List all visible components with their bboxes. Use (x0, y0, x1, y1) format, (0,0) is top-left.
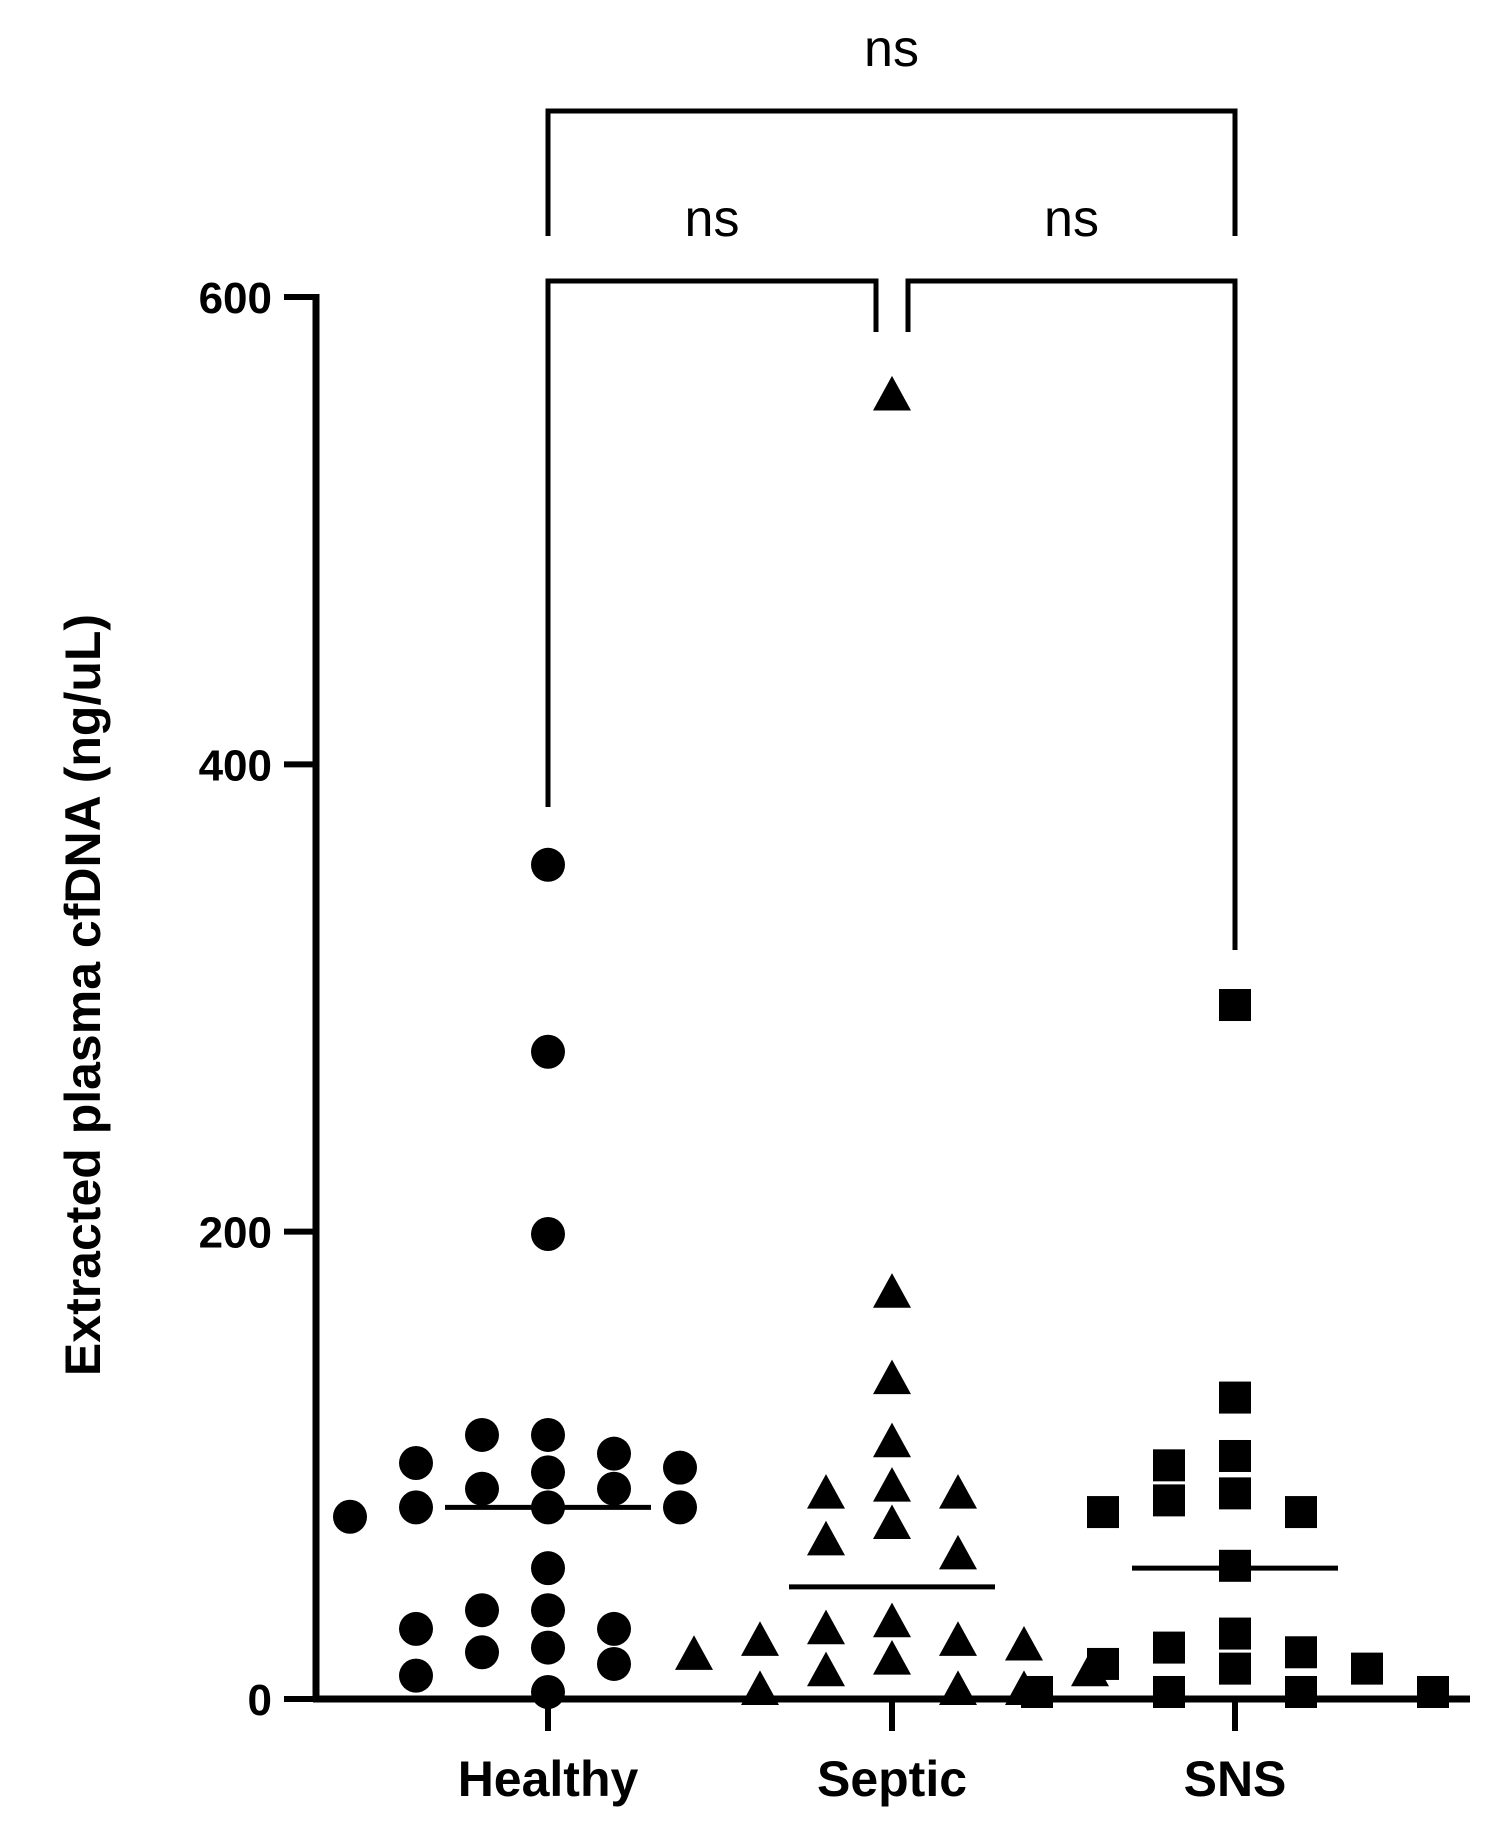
significance-bracket (545, 108, 1238, 236)
significance-label: ns (1044, 190, 1099, 248)
data-point-triangle (1005, 1625, 1043, 1661)
data-point-circle (597, 1436, 631, 1471)
data-point-circle (597, 1471, 631, 1506)
data-point-circle (531, 847, 565, 882)
data-point-circle (399, 1611, 433, 1646)
data-point-circle (597, 1611, 631, 1646)
data-point-triangle (873, 1504, 911, 1540)
data-point-square (1219, 1477, 1251, 1510)
y-tick-label: 200 (199, 1209, 272, 1258)
x-tick-label: Septic (817, 1751, 967, 1807)
data-point-square (1219, 1439, 1251, 1472)
data-point-circle (597, 1646, 631, 1681)
data-point-triangle (939, 1621, 977, 1656)
data-point-triangle (873, 375, 911, 411)
data-point-circle (531, 1034, 565, 1069)
data-point-circle (663, 1490, 697, 1525)
data-point-square (1351, 1652, 1383, 1685)
y-tick-label: 400 (199, 741, 272, 790)
data-point-square (1219, 1381, 1251, 1414)
data-point-square (1219, 1549, 1251, 1582)
x-tick-label: Healthy (458, 1751, 639, 1807)
y-tick-label: 0 (248, 1676, 272, 1725)
data-points (333, 375, 1449, 1709)
data-point-circle (531, 1217, 565, 1252)
x-tick-label: SNS (1184, 1751, 1287, 1807)
data-point-square (1153, 1449, 1185, 1482)
data-point-circle (399, 1490, 433, 1525)
data-point-circle (465, 1417, 499, 1452)
data-point-circle (531, 1490, 565, 1525)
y-tick-label: 600 (199, 274, 272, 323)
data-point-square (1219, 1617, 1251, 1650)
significance-bracket (905, 278, 1238, 950)
data-point-triangle (873, 1602, 911, 1638)
data-point-circle (531, 1630, 565, 1665)
data-point-square (1417, 1675, 1449, 1708)
data-point-square (1087, 1496, 1119, 1529)
data-point-triangle (807, 1474, 845, 1509)
data-point-circle (465, 1635, 499, 1670)
data-point-triangle (741, 1621, 779, 1656)
data-point-square (1153, 1675, 1185, 1708)
data-point-circle (531, 1551, 565, 1586)
data-point-square (1285, 1496, 1317, 1529)
data-point-circle (465, 1471, 499, 1506)
data-point-square (1219, 1652, 1251, 1685)
data-point-triangle (939, 1474, 977, 1509)
data-point-square (1285, 1675, 1317, 1708)
axes: 0 200 400 600 Healthy Septic SNS (199, 274, 1470, 1807)
data-point-square (1087, 1647, 1119, 1680)
data-point-triangle (807, 1651, 845, 1687)
data-point-triangle (873, 1422, 911, 1458)
data-point-triangle (873, 1359, 911, 1395)
significance-label: ns (685, 190, 740, 248)
data-point-circle (399, 1658, 433, 1693)
data-point-triangle (675, 1635, 713, 1670)
data-point-square (1021, 1675, 1053, 1708)
data-point-circle (531, 1417, 565, 1452)
data-point-square (1153, 1631, 1185, 1664)
data-point-circle (531, 1455, 565, 1490)
data-point-circle (663, 1450, 697, 1485)
data-point-circle (465, 1593, 499, 1628)
data-point-triangle (807, 1609, 845, 1645)
significance-bracket (545, 278, 879, 807)
significance-brackets: ns ns ns (545, 20, 1238, 950)
data-point-triangle (873, 1273, 911, 1308)
data-point-triangle (873, 1467, 911, 1502)
data-point-square (1219, 989, 1251, 1022)
data-point-circle (531, 1593, 565, 1628)
data-point-circle (399, 1445, 433, 1480)
data-point-circle (333, 1499, 367, 1534)
data-point-triangle (873, 1639, 911, 1675)
significance-label: ns (864, 20, 919, 78)
y-axis-label: Extracted plasma cfDNA (ng/uL) (55, 614, 111, 1376)
data-point-triangle (939, 1534, 977, 1570)
data-point-square (1285, 1636, 1317, 1669)
data-point-square (1153, 1484, 1185, 1517)
data-point-triangle (807, 1520, 845, 1556)
